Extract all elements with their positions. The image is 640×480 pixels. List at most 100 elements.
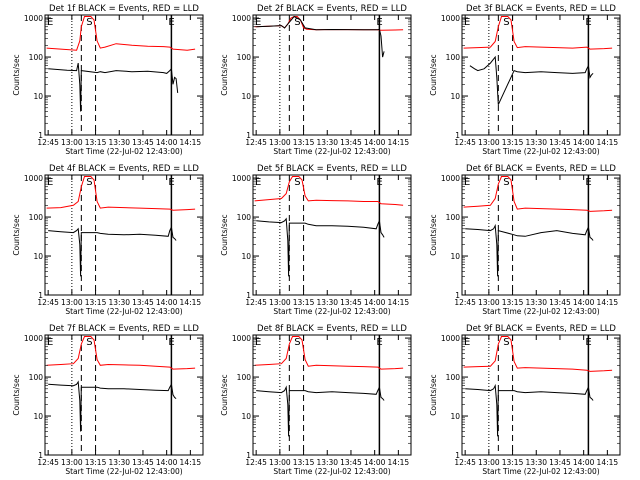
marker-label-s-2: S xyxy=(503,17,509,28)
y-tick-label: 10 xyxy=(241,412,251,421)
plot-frame xyxy=(252,14,412,136)
x-tick-label: 13:00 xyxy=(478,138,500,147)
x-tick-label: 14:00 xyxy=(573,138,595,147)
x-axis-title: Start Time (22-Jul-02 12:43:00) xyxy=(65,467,182,476)
marker-label-s-2: S xyxy=(86,337,92,348)
chart-panel-6: Det 6f BLACK = Events, RED = LLD E S E 1 10 10… xyxy=(429,164,621,316)
marker-label-e-3: E xyxy=(168,17,174,28)
y-tick-label: 1 xyxy=(246,451,251,460)
y-axis-title: Counts/sec xyxy=(12,374,21,415)
marker-label-s-2: S xyxy=(294,17,300,28)
series-lld-line xyxy=(46,176,196,211)
y-axis-title: Counts/sec xyxy=(220,214,229,255)
x-tick-label: 13:00 xyxy=(269,138,291,147)
marker-label-e-1: E xyxy=(47,177,53,188)
y-tick-label: 1000 xyxy=(24,174,43,183)
series-lld-line xyxy=(254,336,404,370)
marker-label-e-3: E xyxy=(168,177,174,188)
series-events-line xyxy=(48,380,177,432)
x-tick-label: 13:30 xyxy=(316,138,338,147)
x-tick-label: 14:00 xyxy=(156,138,178,147)
x-tick-label: 13:15 xyxy=(293,138,315,147)
marker-label-e-3: E xyxy=(376,177,382,188)
y-tick-label: 10 xyxy=(33,92,43,101)
x-tick-label: 13:45 xyxy=(132,458,154,467)
y-tick-label: 1000 xyxy=(232,174,251,183)
chart-panel-3: Det 3f BLACK = Events, RED = LLD E S E 1 10 10… xyxy=(429,4,621,156)
y-tick-label: 1000 xyxy=(24,14,43,23)
marker-label-e-3: E xyxy=(168,337,174,348)
x-tick-label: 13:00 xyxy=(478,298,500,307)
y-tick-label: 1 xyxy=(246,291,251,300)
marker-label-s-2: S xyxy=(503,177,509,188)
x-axis-title: Start Time (22-Jul-02 12:43:00) xyxy=(273,307,390,316)
marker-label-e-1: E xyxy=(47,17,53,28)
y-tick-label: 10 xyxy=(33,412,43,421)
y-tick-label: 1 xyxy=(455,291,460,300)
series-events-line xyxy=(256,15,385,58)
chart-title: Det 6f BLACK = Events, RED = LLD xyxy=(466,164,616,174)
series-events-line xyxy=(465,223,594,277)
marker-label-s-2: S xyxy=(86,17,92,28)
x-tick-label: 13:15 xyxy=(85,298,107,307)
plot-frame xyxy=(461,174,621,296)
y-tick-label: 100 xyxy=(446,373,461,382)
y-tick-label: 1000 xyxy=(441,334,460,343)
series-lld-line xyxy=(46,336,196,370)
series-lld-line xyxy=(463,16,613,50)
x-tick-label: 13:45 xyxy=(132,138,154,147)
x-tick-label: 13:15 xyxy=(502,458,524,467)
y-axis-title: Counts/sec xyxy=(429,54,438,95)
x-tick-label: 13:30 xyxy=(525,458,547,467)
marker-label-e-3: E xyxy=(585,337,591,348)
y-tick-label: 100 xyxy=(446,213,461,222)
marker-label-e-3: E xyxy=(585,17,591,28)
series-events-line xyxy=(469,55,594,105)
x-tick-label: 13:15 xyxy=(293,298,315,307)
x-tick-label: 14:00 xyxy=(573,298,595,307)
x-tick-label: 13:15 xyxy=(85,458,107,467)
series-lld-line xyxy=(46,16,196,51)
chart-title: Det 8f BLACK = Events, RED = LLD xyxy=(257,324,407,334)
series-lld-line xyxy=(463,176,613,212)
marker-label-e-3: E xyxy=(585,177,591,188)
x-tick-label: 14:00 xyxy=(573,458,595,467)
y-tick-label: 100 xyxy=(29,213,44,222)
y-axis-title: Counts/sec xyxy=(220,374,229,415)
y-tick-label: 100 xyxy=(237,373,252,382)
x-tick-label: 13:00 xyxy=(269,458,291,467)
y-tick-label: 1000 xyxy=(232,14,251,23)
chart-panel-2: Det 2f BLACK = Events, RED = LLD E S E 1 10 10… xyxy=(220,4,412,156)
series-events-line xyxy=(256,217,385,277)
chart-title: Det 7f BLACK = Events, RED = LLD xyxy=(49,324,199,334)
y-tick-label: 10 xyxy=(450,412,460,421)
y-tick-label: 10 xyxy=(241,92,251,101)
plot-frame xyxy=(252,174,412,296)
x-tick-label: 14:15 xyxy=(388,138,410,147)
x-tick-label: 14:00 xyxy=(364,298,386,307)
chart-title: Det 5f BLACK = Events, RED = LLD xyxy=(257,164,407,174)
x-tick-label: 13:45 xyxy=(549,298,571,307)
x-tick-label: 12:45 xyxy=(454,458,476,467)
y-tick-label: 1 xyxy=(246,131,251,140)
x-tick-label: 13:15 xyxy=(293,458,315,467)
marker-label-e-3: E xyxy=(376,337,382,348)
x-tick-label: 13:00 xyxy=(269,298,291,307)
y-tick-label: 10 xyxy=(241,252,251,261)
x-tick-label: 13:15 xyxy=(502,138,524,147)
chart-panel-4: Det 4f BLACK = Events, RED = LLD E S E 1 10 10… xyxy=(12,164,204,316)
x-tick-label: 13:30 xyxy=(316,458,338,467)
x-axis-title: Start Time (22-Jul-02 12:43:00) xyxy=(273,147,390,156)
marker-label-e-1: E xyxy=(255,17,261,28)
x-axis-title: Start Time (22-Jul-02 12:43:00) xyxy=(273,467,390,476)
y-tick-label: 1 xyxy=(38,451,43,460)
x-tick-label: 14:00 xyxy=(156,458,178,467)
x-tick-label: 13:45 xyxy=(132,298,154,307)
plot-frame xyxy=(461,334,621,456)
x-tick-label: 12:45 xyxy=(245,458,267,467)
marker-label-e-1: E xyxy=(464,17,470,28)
chart-panel-8: Det 8f BLACK = Events, RED = LLD E S E 1 10 10… xyxy=(220,324,412,476)
marker-label-s-2: S xyxy=(503,337,509,348)
